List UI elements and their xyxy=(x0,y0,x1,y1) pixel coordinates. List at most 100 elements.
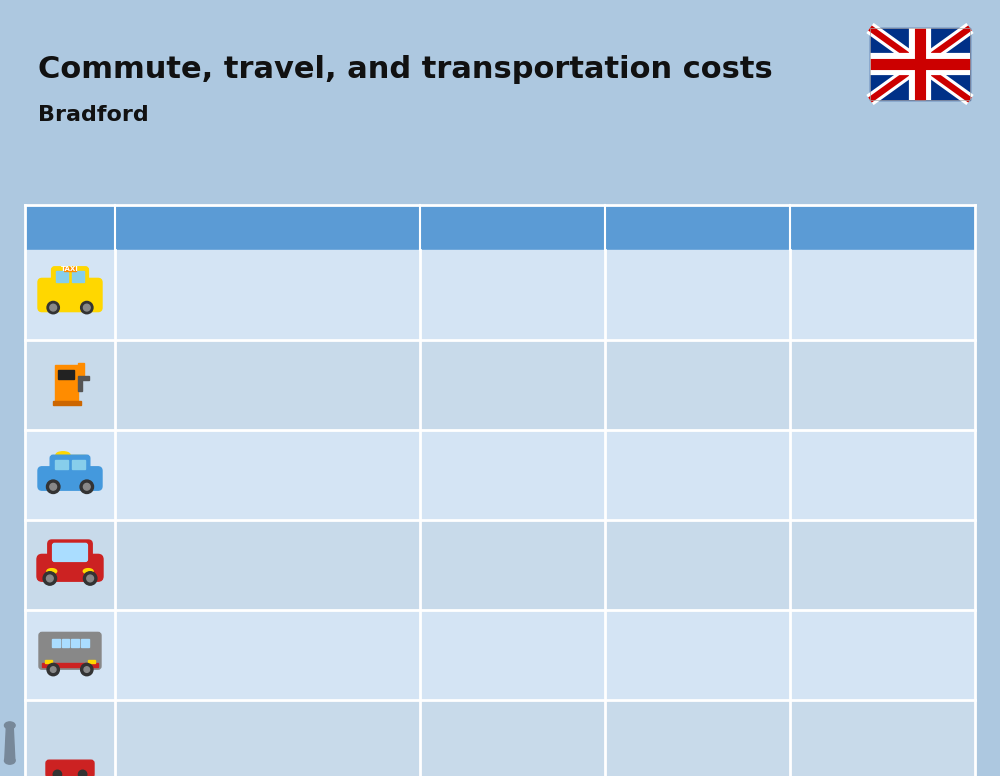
Bar xyxy=(25,520,975,610)
Text: MIN: MIN xyxy=(491,218,534,237)
FancyBboxPatch shape xyxy=(48,540,92,565)
Bar xyxy=(25,250,975,340)
Bar xyxy=(78,376,89,380)
Text: TAXI: TAXI xyxy=(61,266,79,272)
Bar xyxy=(78,362,84,376)
Text: 0.62 GBP: 0.62 GBP xyxy=(471,636,554,654)
Bar xyxy=(64,267,76,271)
Text: $2.3: $2.3 xyxy=(866,666,900,681)
FancyBboxPatch shape xyxy=(38,467,102,490)
Text: 17,000 GBP: 17,000 GBP xyxy=(645,546,750,564)
Text: AVG: AVG xyxy=(675,218,720,237)
Bar xyxy=(55,365,78,402)
Text: Average car full tank: Average car full tank xyxy=(130,376,360,394)
Bar xyxy=(870,28,970,100)
Text: $0.78: $0.78 xyxy=(491,666,534,681)
Bar xyxy=(72,459,85,469)
Bar xyxy=(25,430,975,520)
Text: $29,000: $29,000 xyxy=(851,576,914,591)
Bar xyxy=(45,660,52,663)
Circle shape xyxy=(83,304,90,311)
Circle shape xyxy=(83,572,97,585)
Text: $9: $9 xyxy=(873,306,892,320)
Text: $57: $57 xyxy=(868,396,897,411)
Text: Average car 1-day rental: Average car 1-day rental xyxy=(130,466,402,484)
Bar xyxy=(25,340,975,430)
Circle shape xyxy=(46,480,60,494)
Ellipse shape xyxy=(83,569,93,573)
Text: 25 GBP: 25 GBP xyxy=(480,726,545,744)
Circle shape xyxy=(47,663,59,676)
Bar xyxy=(53,401,81,404)
Text: 7.1 GBP: 7.1 GBP xyxy=(847,276,918,294)
Text: MAX: MAX xyxy=(858,218,907,237)
Text: $4.5: $4.5 xyxy=(681,306,714,320)
Bar xyxy=(72,271,84,282)
Text: 3 GBP: 3 GBP xyxy=(485,276,540,294)
Bar xyxy=(62,639,69,646)
Text: $94: $94 xyxy=(868,756,897,771)
Text: $21: $21 xyxy=(498,396,527,411)
Text: 20 minutes taxi ride: 20 minutes taxi ride xyxy=(130,286,351,304)
Text: 74 GBP: 74 GBP xyxy=(850,726,915,744)
Text: $21,000: $21,000 xyxy=(666,576,729,591)
Text: $29: $29 xyxy=(683,396,712,411)
Text: $11,000: $11,000 xyxy=(481,576,544,591)
Ellipse shape xyxy=(4,722,15,729)
FancyBboxPatch shape xyxy=(38,279,102,312)
Circle shape xyxy=(84,667,90,672)
Text: 25 GBP: 25 GBP xyxy=(665,456,730,474)
Circle shape xyxy=(46,575,53,582)
Ellipse shape xyxy=(4,757,15,764)
Bar xyxy=(870,28,970,100)
Bar xyxy=(69,455,85,457)
FancyBboxPatch shape xyxy=(52,267,88,286)
Text: Bradford: Bradford xyxy=(38,105,149,125)
Bar xyxy=(52,639,60,646)
Text: $47: $47 xyxy=(868,486,897,501)
Text: Car Service: Car Service xyxy=(130,736,255,754)
Text: $23: $23 xyxy=(498,486,527,501)
Bar xyxy=(25,700,975,776)
FancyBboxPatch shape xyxy=(50,456,90,475)
Circle shape xyxy=(87,575,94,582)
Text: 8,500 GBP: 8,500 GBP xyxy=(466,546,559,564)
Circle shape xyxy=(43,572,57,585)
Text: 1.8 GBP: 1.8 GBP xyxy=(847,636,918,654)
Circle shape xyxy=(83,483,90,490)
Text: 37 GBP: 37 GBP xyxy=(665,726,730,744)
Bar xyxy=(55,459,68,469)
Ellipse shape xyxy=(56,452,70,458)
Circle shape xyxy=(50,483,57,490)
Bar xyxy=(78,380,82,391)
Text: $3.7: $3.7 xyxy=(496,306,530,320)
Text: 3.5 GBP: 3.5 GBP xyxy=(662,276,733,294)
Text: $1.2: $1.2 xyxy=(681,666,714,681)
Bar xyxy=(58,369,74,379)
Text: 18 GBP: 18 GBP xyxy=(480,456,545,474)
Text: $47: $47 xyxy=(683,756,712,771)
Text: Commute, travel, and transportation costs: Commute, travel, and transportation cost… xyxy=(38,55,773,84)
Circle shape xyxy=(80,480,94,494)
Text: 17 GBP: 17 GBP xyxy=(480,366,545,384)
Bar xyxy=(81,639,89,646)
Circle shape xyxy=(50,667,56,672)
Text: $31: $31 xyxy=(683,486,712,501)
Text: Average car price: Average car price xyxy=(130,556,324,574)
FancyBboxPatch shape xyxy=(53,543,87,561)
Bar xyxy=(71,639,79,646)
Circle shape xyxy=(78,771,87,776)
Text: 23,000 GBP: 23,000 GBP xyxy=(830,546,935,564)
Ellipse shape xyxy=(47,569,57,573)
FancyBboxPatch shape xyxy=(46,760,94,776)
FancyBboxPatch shape xyxy=(37,554,103,581)
Text: 23 GBP: 23 GBP xyxy=(665,366,730,384)
FancyBboxPatch shape xyxy=(39,632,101,669)
Circle shape xyxy=(47,301,59,314)
Bar xyxy=(42,663,98,667)
Polygon shape xyxy=(5,726,15,760)
Text: 0.92 GBP: 0.92 GBP xyxy=(656,636,739,654)
Bar xyxy=(88,660,95,663)
Bar xyxy=(25,610,975,700)
Bar xyxy=(25,205,975,250)
